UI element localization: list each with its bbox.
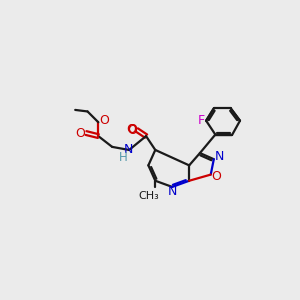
Text: O: O xyxy=(76,127,85,140)
Text: O: O xyxy=(99,114,109,127)
Text: O: O xyxy=(127,123,136,136)
Text: O: O xyxy=(127,124,137,137)
Text: CH₃: CH₃ xyxy=(139,191,160,201)
Text: O: O xyxy=(127,123,137,136)
Text: N: N xyxy=(167,185,177,198)
Text: N: N xyxy=(214,150,224,164)
Text: O: O xyxy=(211,169,221,183)
Text: F: F xyxy=(198,114,205,127)
Text: N: N xyxy=(124,143,133,156)
Text: H: H xyxy=(118,151,127,164)
